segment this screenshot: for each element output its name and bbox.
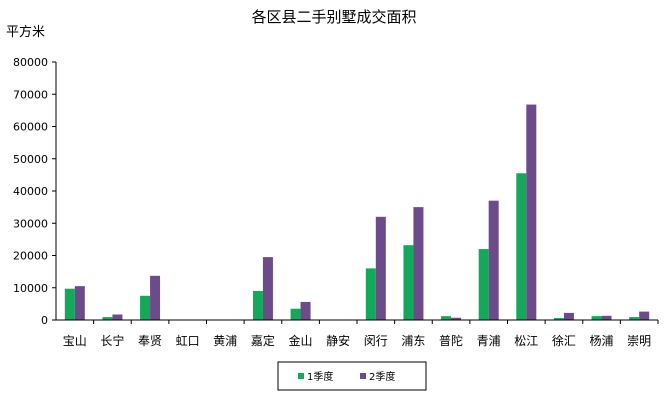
bar-series-1 bbox=[553, 318, 564, 320]
y-tick-label: 10000 bbox=[13, 282, 48, 295]
x-category-label: 宝山 bbox=[63, 334, 87, 348]
bar-series-1 bbox=[403, 245, 414, 320]
y-axis: 0 10000 20000 30000 40000 50000 60000 70000 8000… bbox=[13, 56, 56, 327]
y-tick-label: 20000 bbox=[13, 250, 48, 263]
bar-series-1 bbox=[140, 295, 151, 320]
bar-series-1 bbox=[478, 249, 489, 320]
x-category-label: 青浦 bbox=[477, 334, 501, 348]
bar-series-1 bbox=[64, 288, 75, 320]
x-category-label: 嘉定 bbox=[251, 333, 275, 348]
y-tick-label: 80000 bbox=[13, 56, 48, 69]
bar-series-2 bbox=[375, 216, 386, 320]
legend-label: 1季度 bbox=[307, 370, 333, 383]
y-tick-label: 0 bbox=[41, 314, 48, 327]
x-category-label: 虹口 bbox=[176, 334, 200, 348]
x-category-label: 长宁 bbox=[100, 333, 124, 348]
bar-series-1 bbox=[629, 317, 640, 320]
bar-series-1 bbox=[290, 308, 301, 320]
bar-series-2 bbox=[150, 275, 161, 320]
bar-series-2 bbox=[74, 286, 85, 320]
y-axis-unit-label: 平方米 bbox=[6, 24, 45, 40]
bar-series-2 bbox=[413, 207, 424, 320]
bar-series-2 bbox=[639, 311, 650, 320]
bar-series-1 bbox=[591, 316, 602, 320]
chart-title: 各区县二手别墅成交面积 bbox=[251, 8, 416, 26]
bar-series-2 bbox=[112, 314, 123, 320]
x-category-label: 黄浦 bbox=[213, 334, 237, 348]
x-category-label: 闵行 bbox=[364, 333, 388, 348]
x-category-label: 松江 bbox=[514, 334, 538, 348]
legend-swatch bbox=[298, 373, 304, 379]
x-category-label: 杨浦 bbox=[590, 333, 614, 348]
bar-series-2 bbox=[563, 312, 574, 320]
legend-swatch bbox=[360, 373, 366, 379]
x-category-label: 浦东 bbox=[401, 334, 425, 348]
x-category-label: 静安 bbox=[326, 333, 350, 348]
bar-series-1 bbox=[441, 316, 452, 320]
legend-label: 2季度 bbox=[369, 370, 395, 383]
bars bbox=[64, 104, 650, 320]
bar-series-2 bbox=[300, 301, 311, 320]
y-tick-label: 30000 bbox=[13, 217, 48, 230]
bar-series-1 bbox=[365, 268, 376, 320]
bar-series-1 bbox=[516, 173, 527, 320]
x-category-label: 徐汇 bbox=[552, 333, 576, 348]
bar-series-1 bbox=[252, 290, 263, 320]
y-tick-label: 40000 bbox=[13, 185, 48, 198]
bar-series-2 bbox=[488, 200, 499, 320]
x-category-label: 金山 bbox=[289, 333, 313, 348]
y-tick-label: 60000 bbox=[13, 121, 48, 134]
bar-series-2 bbox=[451, 317, 462, 320]
bar-series-2 bbox=[601, 315, 612, 320]
y-tick-label: 50000 bbox=[13, 153, 48, 166]
x-category-label: 崇明 bbox=[627, 334, 651, 348]
bar-series-2 bbox=[526, 104, 537, 320]
x-category-label: 奉贤 bbox=[138, 334, 162, 348]
bar-series-1 bbox=[102, 317, 113, 320]
bar-series-2 bbox=[262, 257, 273, 320]
y-tick-label: 70000 bbox=[13, 88, 48, 101]
x-axis: 宝山 长宁 奉贤 虹口 黄浦 嘉定 金山 静安 闵行 浦东 普陀 青浦 松江 徐汇 杨浦 崇明 bbox=[63, 320, 659, 348]
legend: 1季度 2季度 bbox=[277, 361, 427, 391]
x-category-label: 普陀 bbox=[439, 333, 463, 348]
